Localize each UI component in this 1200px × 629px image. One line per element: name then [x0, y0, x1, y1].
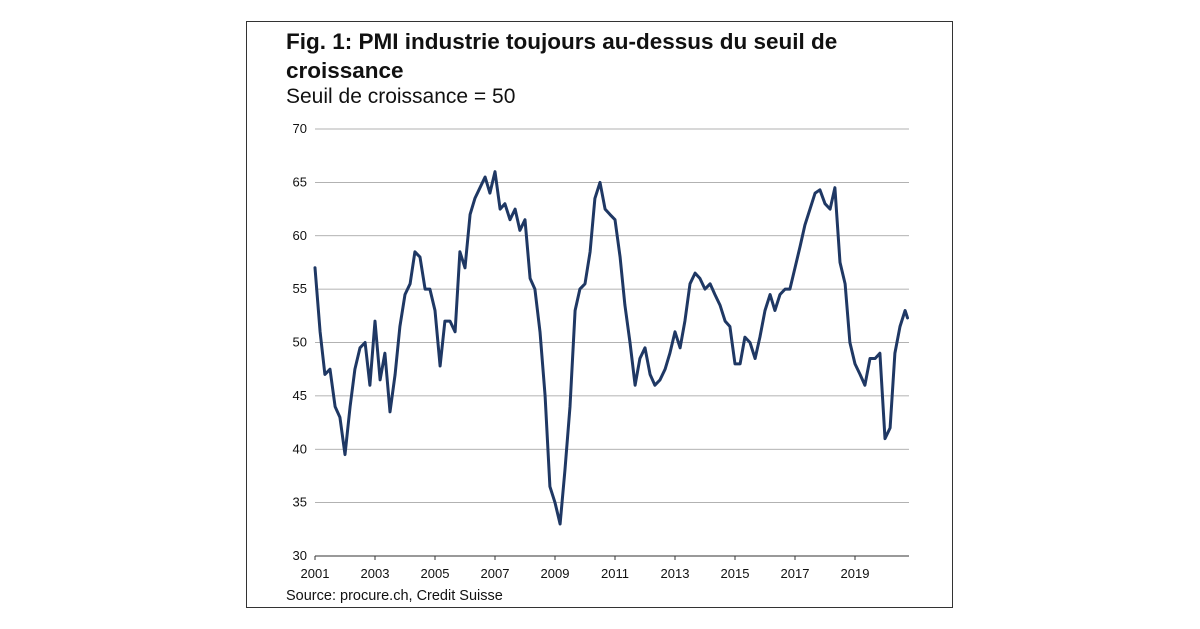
- y-tick-label-60: 60: [293, 228, 307, 243]
- y-tick-label-65: 65: [293, 174, 307, 189]
- x-tick-label-2001: 2001: [301, 566, 330, 581]
- y-tick-label-40: 40: [293, 441, 307, 456]
- chart-source: Source: procure.ch, Credit Suisse: [286, 588, 503, 604]
- chart-plot: 30 35 40 45 50 55 60 65 70 2001 2003 2005 2007 2009 20…: [293, 121, 909, 581]
- y-tick-label-45: 45: [293, 388, 307, 403]
- chart-subtitle: Seuil de croissance = 50: [286, 85, 516, 108]
- y-tick-label-55: 55: [293, 281, 307, 296]
- x-tick-label-2013: 2013: [661, 566, 690, 581]
- x-tick-label-2005: 2005: [421, 566, 450, 581]
- x-tick-label-2019: 2019: [841, 566, 870, 581]
- x-tick-label-2015: 2015: [721, 566, 750, 581]
- y-tick-label-30: 30: [293, 548, 307, 563]
- x-tick-label-2009: 2009: [541, 566, 570, 581]
- gridlines: [315, 128, 909, 504]
- y-tick-label-70: 70: [293, 121, 307, 136]
- x-tick-label-2011: 2011: [601, 566, 629, 581]
- series-line-0: [313, 170, 909, 526]
- x-tick-label-2017: 2017: [781, 566, 810, 581]
- y-tick-label-35: 35: [293, 495, 307, 510]
- tick-labels: 30 35 40 45 50 55 60 65 70 2001 2003 2005 2007 2009 20…: [293, 121, 870, 581]
- x-tick-label-2007: 2007: [481, 566, 510, 581]
- series-layer: [313, 170, 909, 526]
- axes: [314, 555, 909, 560]
- x-tick-label-2003: 2003: [361, 566, 390, 581]
- y-tick-label-50: 50: [293, 335, 307, 350]
- chart-title: Fig. 1: PMI industrie toujours au-dessus…: [286, 29, 838, 83]
- figure-frame: Fig. 1: PMI industrie toujours au-dessus…: [246, 21, 953, 608]
